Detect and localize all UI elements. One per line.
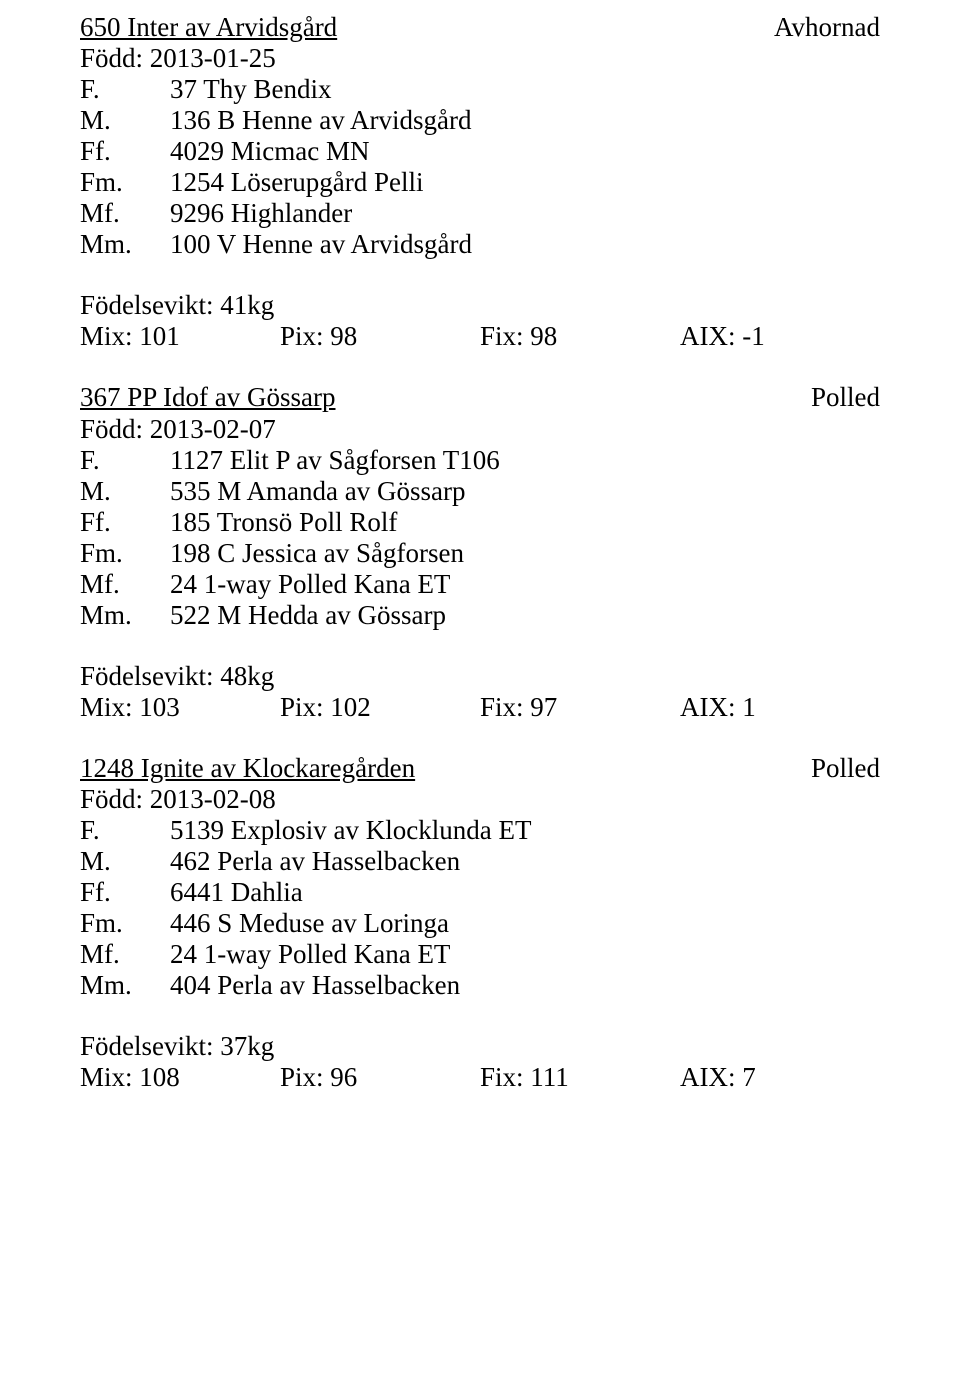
pedigree-value: 1127 Elit P av Sågforsen T106 [170,445,880,476]
entry-status: Polled [811,382,880,413]
pedigree-line: Ff.4029 Micmac MN [80,136,880,167]
entry-born: Född: 2013-02-08 [80,784,880,815]
fix-value: Fix: 111 [480,1062,680,1093]
index-row: Mix: 108Pix: 96Fix: 111AIX: 7 [80,1062,880,1093]
pedigree-value: 198 C Jessica av Sågforsen [170,538,880,569]
fix-value: Fix: 98 [480,321,680,352]
index-row: Mix: 103Pix: 102Fix: 97AIX: 1 [80,692,880,723]
pedigree-value: 5139 Explosiv av Klocklunda ET [170,815,880,846]
pedigree-line: M.462 Perla av Hasselbacken [80,846,880,877]
pedigree-value: 4029 Micmac MN [170,136,880,167]
pedigree-abbr: Fm. [80,538,170,569]
born-label: Född: [80,414,143,444]
entry-title-row: 650 Inter av Arvidsgård Avhornad [80,12,880,43]
pedigree-line: M.535 M Amanda av Gössarp [80,476,880,507]
pedigree-line: Fm.198 C Jessica av Sågforsen [80,538,880,569]
pedigree-value: 522 M Hedda av Gössarp [170,600,880,631]
born-label: Född: [80,784,143,814]
entry-title: 1248 Ignite av Klockaregården [80,753,415,784]
fix-value: Fix: 97 [480,692,680,723]
pedigree-value: 24 1-way Polled Kana ET [170,569,880,600]
pedigree-line: M.136 B Henne av Arvidsgård [80,105,880,136]
mix-value: Mix: 103 [80,692,280,723]
pedigree-value: 37 Thy Bendix [170,74,880,105]
entry-status: Avhornad [774,12,880,43]
entry-status: Polled [811,753,880,784]
pedigree-value: 185 Tronsö Poll Rolf [170,507,880,538]
pedigree-line: Fm.446 S Meduse av Loringa [80,908,880,939]
born-date: 2013-02-08 [150,784,276,814]
weight-label: Födelsevikt: [80,1031,214,1061]
born-date: 2013-01-25 [150,43,276,73]
weight-label: Födelsevikt: [80,290,214,320]
birth-weight: Födelsevikt: 41kg [80,290,880,321]
weight-value: 37kg [220,1031,274,1061]
pedigree-line: Fm.1254 Löserupgård Pelli [80,167,880,198]
pedigree-value: 9296 Highlander [170,198,880,229]
pedigree-value: 535 M Amanda av Gössarp [170,476,880,507]
pedigree-line: Ff.185 Tronsö Poll Rolf [80,507,880,538]
entry-born: Född: 2013-02-07 [80,414,880,445]
pedigree-abbr: Ff. [80,507,170,538]
pedigree-line: Mf.24 1-way Polled Kana ET [80,569,880,600]
pedigree-abbr: F. [80,445,170,476]
birth-weight: Födelsevikt: 48kg [80,661,880,692]
entry: 367 PP Idof av GössarpPolledFödd: 2013-0… [80,382,880,722]
pedigree-abbr: M. [80,105,170,136]
pedigree-line: F.37 Thy Bendix [80,74,880,105]
pedigree-abbr: Mm. [80,600,170,631]
entry: 650 Inter av ArvidsgårdAvhornadFödd: 201… [80,12,880,352]
aix-value: AIX: 1 [680,692,880,723]
pedigree-line: Mm.100 V Henne av Arvidsgård [80,229,880,260]
birth-weight: Födelsevikt: 37kg [80,1031,880,1062]
index-row: Mix: 101Pix: 98Fix: 98AIX: -1 [80,321,880,352]
pix-value: Pix: 96 [280,1062,480,1093]
pedigree-abbr: M. [80,476,170,507]
pedigree-line: Ff.6441 Dahlia [80,877,880,908]
entry-title-row: 1248 Ignite av Klockaregården Polled [80,753,880,784]
pedigree-abbr: F. [80,74,170,105]
entry-born: Född: 2013-01-25 [80,43,880,74]
aix-value: AIX: -1 [680,321,880,352]
weight-label: Födelsevikt: [80,661,214,691]
mix-value: Mix: 108 [80,1062,280,1093]
entry-title-row: 367 PP Idof av Gössarp Polled [80,382,880,413]
pedigree-abbr: Ff. [80,136,170,167]
born-date: 2013-02-07 [150,414,276,444]
entry-title: 650 Inter av Arvidsgård [80,12,337,43]
entry: 1248 Ignite av KlockaregårdenPolledFödd:… [80,753,880,1093]
born-label: Född: [80,43,143,73]
weight-value: 48kg [220,661,274,691]
pedigree-abbr: Fm. [80,908,170,939]
pix-value: Pix: 98 [280,321,480,352]
pedigree-abbr: Ff. [80,877,170,908]
aix-value: AIX: 7 [680,1062,880,1093]
pedigree-value: 1254 Löserupgård Pelli [170,167,880,198]
pedigree-abbr: Mm. [80,229,170,260]
pedigree-line: Mm.522 M Hedda av Gössarp [80,600,880,631]
pedigree-line: Mf.24 1-way Polled Kana ET [80,939,880,970]
pedigree-abbr: Mf. [80,198,170,229]
pedigree-value: 24 1-way Polled Kana ET [170,939,880,970]
pedigree-value: 462 Perla av Hasselbacken [170,846,880,877]
pedigree-value: 100 V Henne av Arvidsgård [170,229,880,260]
pedigree-value: 446 S Meduse av Loringa [170,908,880,939]
weight-value: 41kg [220,290,274,320]
pix-value: Pix: 102 [280,692,480,723]
pedigree-abbr: F. [80,815,170,846]
entry-title: 367 PP Idof av Gössarp [80,382,336,413]
pedigree-abbr: M. [80,846,170,877]
pedigree-abbr: Mf. [80,939,170,970]
mix-value: Mix: 101 [80,321,280,352]
pedigree-abbr: Mm. [80,970,170,1001]
pedigree-abbr: Fm. [80,167,170,198]
pedigree-abbr: Mf. [80,569,170,600]
pedigree-line: F.5139 Explosiv av Klocklunda ET [80,815,880,846]
pedigree-value: 404 Perla av Hasselbacken [170,970,880,1001]
pedigree-line: Mm.404 Perla av Hasselbacken [80,970,880,1001]
pedigree-value: 136 B Henne av Arvidsgård [170,105,880,136]
pedigree-line: F.1127 Elit P av Sågforsen T106 [80,445,880,476]
pedigree-value: 6441 Dahlia [170,877,880,908]
pedigree-line: Mf.9296 Highlander [80,198,880,229]
